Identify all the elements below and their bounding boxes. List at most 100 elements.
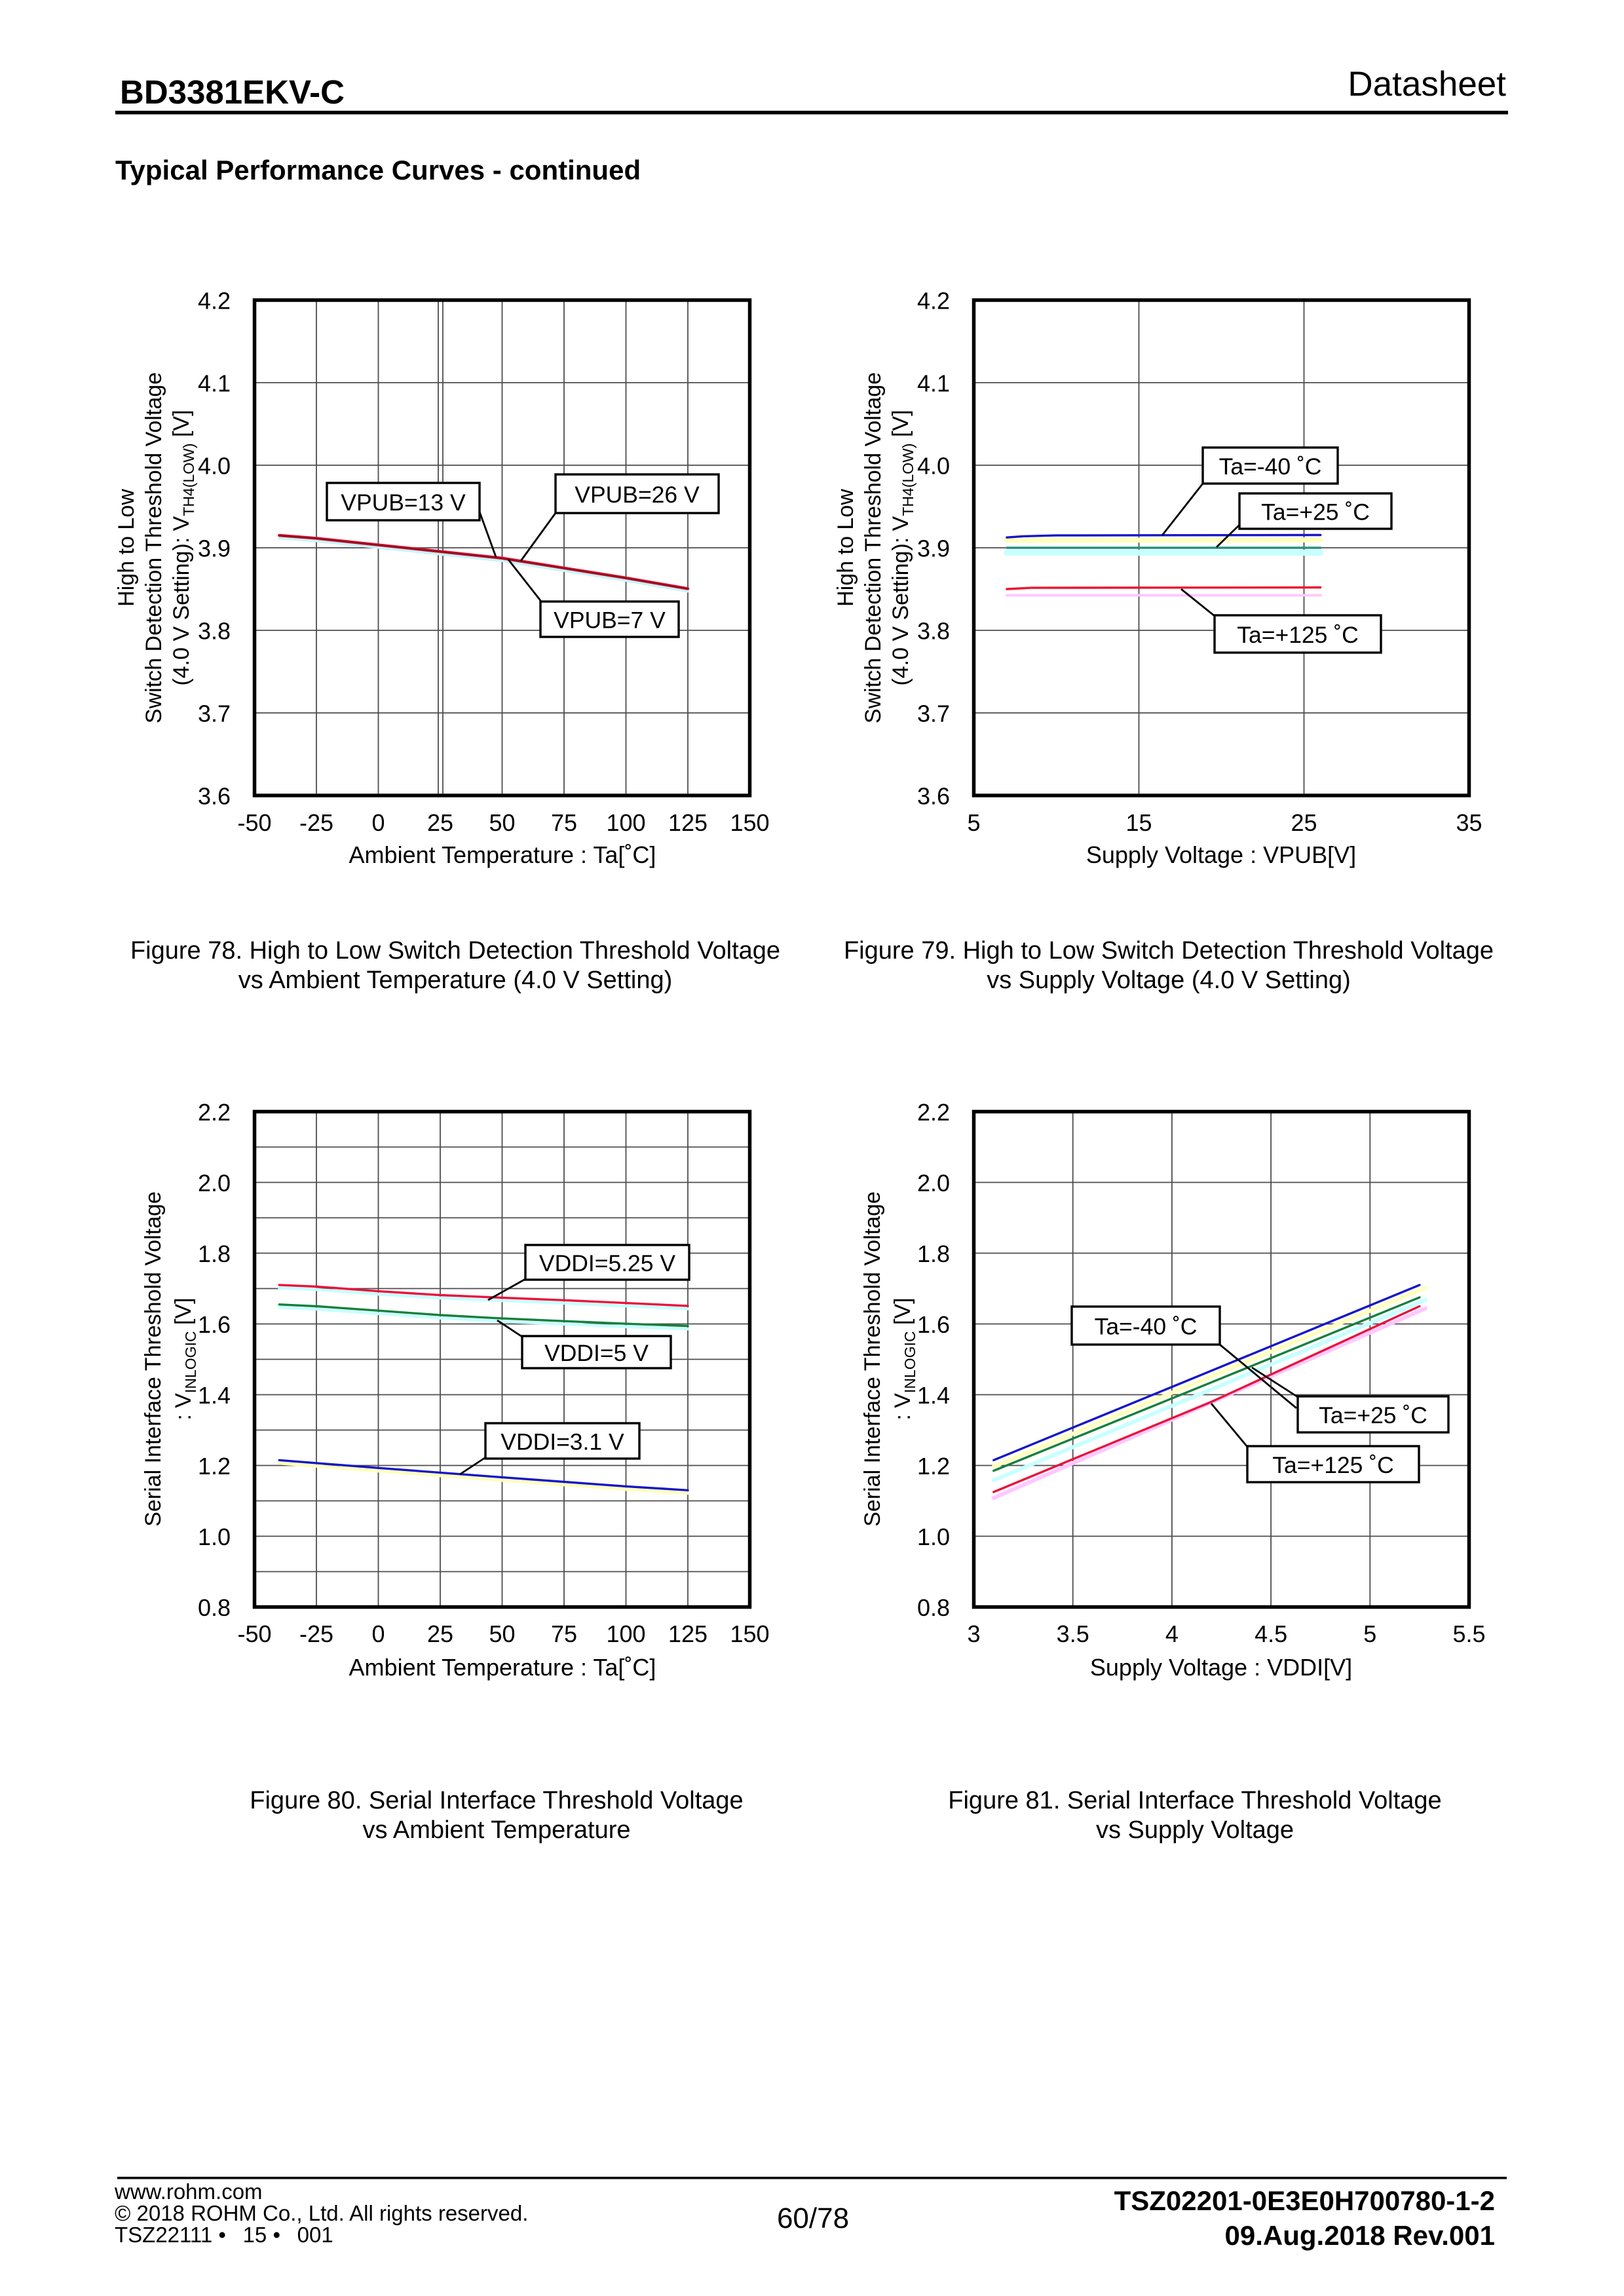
svg-text:TSZ02201-0E3E0H700780-1-2: TSZ02201-0E3E0H700780-1-2: [1114, 2185, 1495, 2216]
svg-text:Ta=-40 ˚C: Ta=-40 ˚C: [1219, 453, 1322, 480]
svg-text:60/78: 60/78: [777, 2202, 849, 2234]
svg-text:Ta=+25 ˚C: Ta=+25 ˚C: [1319, 1402, 1427, 1428]
svg-text:3: 3: [967, 1620, 980, 1647]
svg-text:4.2: 4.2: [198, 288, 231, 315]
svg-text:www.rohm.com: www.rohm.com: [114, 2179, 263, 2204]
svg-text:Ambient Temperature : Ta[˚C]: Ambient Temperature : Ta[˚C]: [349, 1654, 656, 1681]
svg-text:Ta=+125 ˚C: Ta=+125 ˚C: [1237, 622, 1359, 648]
svg-text:50: 50: [489, 809, 515, 836]
svg-text:15: 15: [1125, 809, 1152, 836]
svg-text:vs Supply Voltage (4.0 V Setti: vs Supply Voltage (4.0 V Setting): [987, 966, 1351, 994]
svg-text:Ta=-40 ˚C: Ta=-40 ˚C: [1095, 1314, 1198, 1340]
svg-text:09.Aug.2018 Rev.001: 09.Aug.2018 Rev.001: [1225, 2220, 1495, 2251]
svg-text:1.2: 1.2: [917, 1453, 950, 1480]
svg-text:4.1: 4.1: [198, 370, 231, 397]
svg-text:vs Ambient Temperature (4.0 V: vs Ambient Temperature (4.0 V Setting): [238, 966, 673, 994]
svg-text:3.7: 3.7: [198, 700, 231, 727]
svg-text:4.1: 4.1: [917, 370, 950, 397]
svg-text:(4.0 V Setting): VTH4(LOW) [V]: (4.0 V Setting): VTH4(LOW) [V]: [169, 410, 197, 685]
svg-text:Switch Detection Threshold Vol: Switch Detection Threshold Voltage: [142, 372, 166, 723]
svg-text:1.0: 1.0: [917, 1523, 950, 1550]
svg-text:(4.0 V Setting): VTH4(LOW) [V]: (4.0 V Setting): VTH4(LOW) [V]: [888, 410, 916, 685]
svg-text:35: 35: [1456, 809, 1482, 836]
svg-text:BD3381EKV-C: BD3381EKV-C: [120, 73, 345, 111]
svg-text:Supply Voltage : VPUB[V]: Supply Voltage : VPUB[V]: [1086, 841, 1356, 868]
svg-text:VPUB=26 V: VPUB=26 V: [575, 482, 700, 508]
svg-text:3.5: 3.5: [1057, 1620, 1089, 1647]
svg-text:0: 0: [371, 1620, 385, 1647]
svg-text:75: 75: [551, 1620, 577, 1647]
svg-text:High to Low: High to Low: [114, 489, 139, 607]
svg-text:3.7: 3.7: [917, 700, 950, 727]
svg-text:Supply Voltage : VDDI[V]: Supply Voltage : VDDI[V]: [1090, 1654, 1352, 1681]
svg-text:TSZ22111 • 15 • 001: TSZ22111 • 15 • 001: [115, 2223, 333, 2247]
svg-text:1.8: 1.8: [917, 1240, 950, 1267]
svg-text:© 2018 ROHM Co., Ltd. All righ: © 2018 ROHM Co., Ltd. All rights reserve…: [115, 2201, 528, 2225]
svg-text:High to Low: High to Low: [833, 489, 858, 607]
svg-text:Figure 78. High to Low Switch: Figure 78. High to Low Switch Detection …: [130, 937, 780, 965]
svg-text:Ta=+125 ˚C: Ta=+125 ˚C: [1272, 1452, 1394, 1478]
svg-text:vs Ambient Temperature: vs Ambient Temperature: [362, 1816, 630, 1844]
svg-text:3.9: 3.9: [917, 535, 950, 562]
svg-text:4.2: 4.2: [917, 288, 950, 315]
svg-text:4.5: 4.5: [1255, 1620, 1287, 1647]
svg-text:2.0: 2.0: [917, 1170, 950, 1196]
svg-text:25: 25: [427, 1620, 453, 1647]
svg-text:3.8: 3.8: [198, 618, 231, 645]
svg-text:3.6: 3.6: [917, 783, 950, 810]
svg-text:Switch Detection Threshold Vol: Switch Detection Threshold Voltage: [861, 372, 886, 723]
svg-text:1.0: 1.0: [198, 1523, 231, 1550]
svg-text:Ambient Temperature : Ta[˚C]: Ambient Temperature : Ta[˚C]: [349, 841, 656, 868]
svg-text:4: 4: [1165, 1620, 1179, 1647]
svg-text:VDDI=5.25 V: VDDI=5.25 V: [539, 1250, 676, 1276]
svg-text:150: 150: [730, 809, 769, 836]
svg-text:-50: -50: [237, 1620, 271, 1647]
svg-text:-25: -25: [299, 1620, 333, 1647]
svg-text:Ta=+25 ˚C: Ta=+25 ˚C: [1261, 499, 1370, 526]
svg-text:-50: -50: [237, 809, 271, 836]
svg-text:-25: -25: [299, 809, 333, 836]
svg-text:4.0: 4.0: [917, 453, 950, 480]
svg-text:Datasheet: Datasheet: [1348, 65, 1506, 104]
svg-text:: VINLOGIC [V]: : VINLOGIC [V]: [171, 1297, 199, 1420]
svg-text:75: 75: [551, 809, 577, 836]
svg-text:: VINLOGIC [V]: : VINLOGIC [V]: [890, 1297, 918, 1420]
svg-text:2.2: 2.2: [917, 1099, 950, 1126]
svg-text:Figure 80. Serial Interface Th: Figure 80. Serial Interface Threshold Vo…: [250, 1787, 743, 1814]
svg-text:25: 25: [427, 809, 453, 836]
svg-text:VPUB=13 V: VPUB=13 V: [341, 489, 466, 516]
svg-text:Serial Interface Threshold Vol: Serial Interface Threshold Voltage: [860, 1191, 885, 1527]
svg-text:4.0: 4.0: [198, 453, 231, 480]
svg-text:3.6: 3.6: [198, 783, 231, 810]
svg-text:50: 50: [489, 1620, 515, 1647]
svg-text:VPUB=7 V: VPUB=7 V: [554, 607, 666, 634]
svg-text:5: 5: [1363, 1620, 1376, 1647]
svg-text:Typical Performance Curves - c: Typical Performance Curves - continued: [115, 155, 641, 185]
svg-text:0: 0: [371, 809, 385, 836]
svg-text:1.2: 1.2: [198, 1453, 231, 1480]
svg-text:Figure 81. Serial Interface Th: Figure 81. Serial Interface Threshold Vo…: [948, 1787, 1441, 1814]
svg-text:150: 150: [730, 1620, 769, 1647]
svg-text:2.2: 2.2: [198, 1099, 231, 1126]
svg-text:1.8: 1.8: [198, 1240, 231, 1267]
svg-text:1.4: 1.4: [198, 1382, 231, 1409]
svg-text:3.8: 3.8: [917, 618, 950, 645]
svg-text:100: 100: [606, 809, 645, 836]
svg-text:0.8: 0.8: [198, 1594, 231, 1621]
svg-text:vs Supply Voltage: vs Supply Voltage: [1096, 1816, 1294, 1844]
svg-text:3.9: 3.9: [198, 535, 231, 562]
svg-text:VDDI=3.1 V: VDDI=3.1 V: [500, 1429, 624, 1455]
svg-text:125: 125: [668, 1620, 708, 1647]
svg-text:25: 25: [1291, 809, 1317, 836]
svg-text:VDDI=5 V: VDDI=5 V: [544, 1340, 649, 1366]
svg-text:100: 100: [606, 1620, 645, 1647]
svg-text:0.8: 0.8: [917, 1594, 950, 1621]
svg-text:1.6: 1.6: [198, 1311, 231, 1338]
svg-text:1.4: 1.4: [917, 1382, 950, 1409]
svg-text:5.5: 5.5: [1452, 1620, 1485, 1647]
svg-text:1.6: 1.6: [917, 1311, 950, 1338]
svg-text:2.0: 2.0: [198, 1170, 231, 1196]
svg-text:Serial Interface Threshold Vol: Serial Interface Threshold Voltage: [141, 1191, 166, 1527]
svg-text:125: 125: [668, 809, 708, 836]
svg-text:5: 5: [967, 809, 980, 836]
